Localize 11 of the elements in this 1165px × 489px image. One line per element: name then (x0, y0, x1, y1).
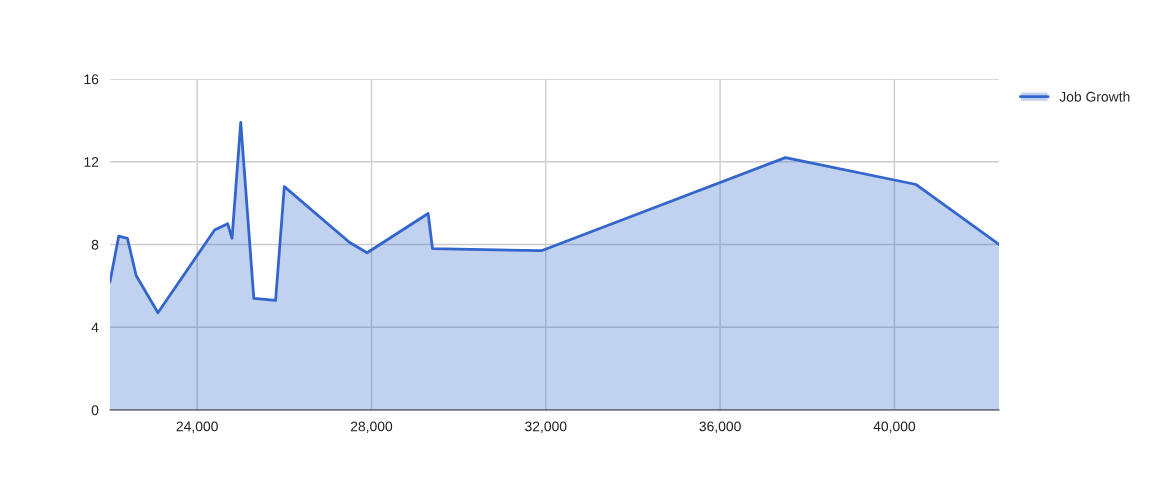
x-tick-label: 40,000 (873, 421, 916, 433)
x-tick-label: 24,000 (176, 421, 218, 433)
x-tick-label: 28,000 (350, 421, 393, 433)
y-tick-label: 8 (91, 239, 99, 250)
x-tick-label: 36,000 (699, 421, 741, 433)
legend-label: Job Growth (1059, 91, 1130, 102)
y-tick-label: 12 (84, 157, 99, 167)
y-tick-label: 16 (84, 74, 99, 85)
y-tick-label: 0 (91, 405, 99, 416)
x-tick-label: 32,000 (525, 421, 567, 433)
y-tick-label: 4 (91, 322, 99, 333)
